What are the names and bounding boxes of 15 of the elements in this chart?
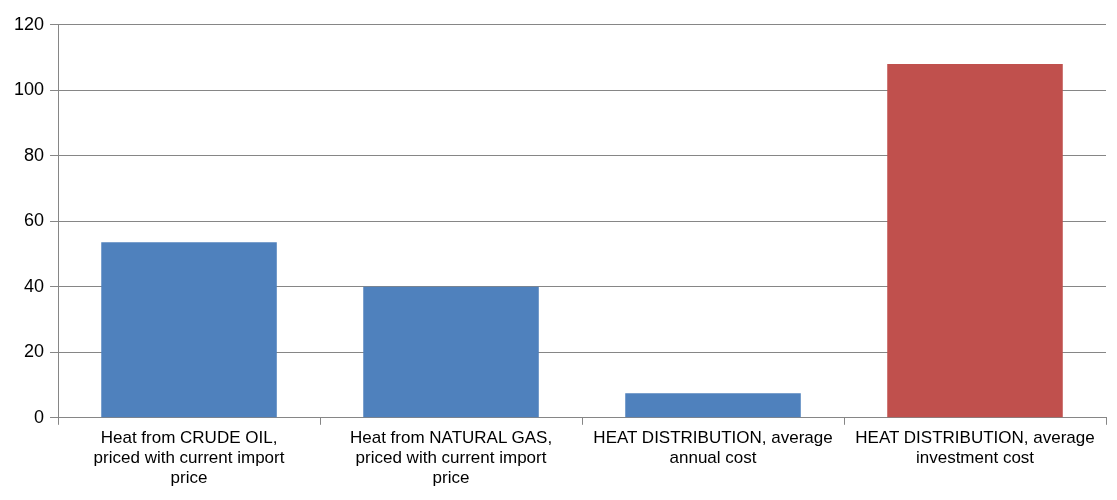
x-tick-label: HEAT DISTRIBUTION, average annual cost xyxy=(593,427,833,468)
y-tick-label: 100 xyxy=(13,79,45,100)
bar xyxy=(625,393,801,418)
y-tick-label: 0 xyxy=(34,406,45,427)
y-tick-label: 20 xyxy=(24,341,45,362)
bar xyxy=(101,242,277,418)
bar xyxy=(363,286,539,418)
x-tick-label: Heat from CRUDE OIL, priced with current import price xyxy=(93,427,285,488)
y-tick-label: 60 xyxy=(24,210,45,231)
x-tick-label: HEAT DISTRIBUTION, average investment cost xyxy=(855,427,1095,468)
y-tick-label: 40 xyxy=(24,275,45,296)
y-tick-label: 120 xyxy=(13,13,45,34)
y-tick-label: 80 xyxy=(24,144,45,165)
bar xyxy=(887,64,1063,418)
x-tick-label: Heat from NATURAL GAS, priced with current import price xyxy=(349,427,553,488)
